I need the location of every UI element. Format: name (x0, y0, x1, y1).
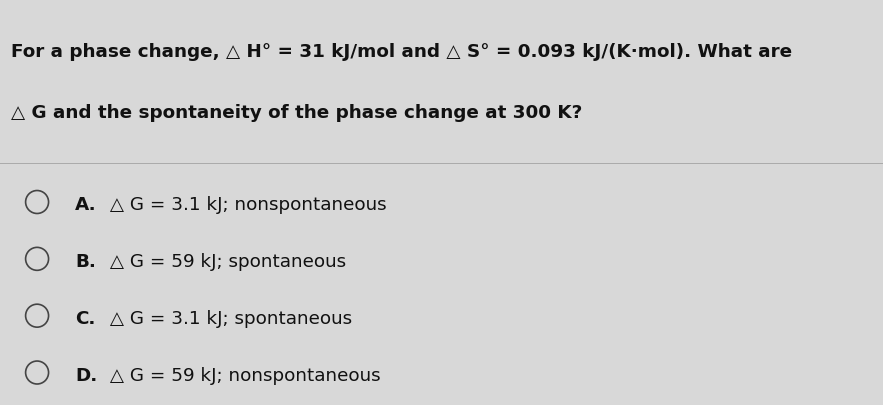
Text: △ G = 59 kJ; spontaneous: △ G = 59 kJ; spontaneous (104, 252, 346, 270)
Text: △ G = 59 kJ; nonspontaneous: △ G = 59 kJ; nonspontaneous (104, 366, 381, 384)
Text: D.: D. (75, 366, 97, 384)
Text: △ G = 3.1 kJ; spontaneous: △ G = 3.1 kJ; spontaneous (104, 309, 352, 327)
Text: For a phase change, △ H° = 31 kJ/mol and △ S° = 0.093 kJ/(K·mol). What are: For a phase change, △ H° = 31 kJ/mol and… (11, 43, 792, 60)
Text: C.: C. (75, 309, 95, 327)
Text: △ G and the spontaneity of the phase change at 300 K?: △ G and the spontaneity of the phase cha… (11, 103, 582, 121)
Text: A.: A. (75, 196, 96, 213)
Text: △ G = 3.1 kJ; nonspontaneous: △ G = 3.1 kJ; nonspontaneous (104, 196, 387, 213)
Text: B.: B. (75, 252, 96, 270)
